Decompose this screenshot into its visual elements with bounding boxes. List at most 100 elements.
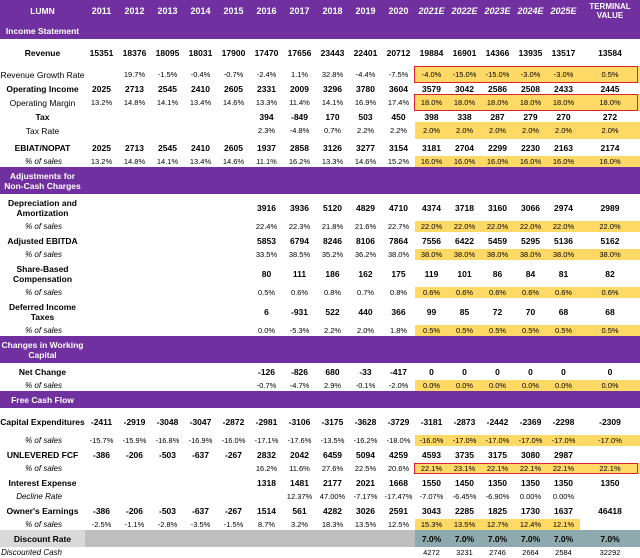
table-cell: 17470	[254, 47, 279, 58]
table-cell: 3126	[323, 142, 342, 153]
table-cell: -16.8%	[155, 436, 180, 445]
table-cell: -15.0%	[481, 66, 514, 83]
table-cell	[118, 221, 151, 232]
table-cell: 22.0%	[547, 221, 580, 232]
table-cell: 4282	[323, 505, 342, 516]
table-cell: 2410	[191, 83, 210, 94]
terminal-value-cell	[580, 519, 640, 530]
table-cell	[85, 194, 118, 221]
row-label: Depreciation and Amortization	[8, 197, 77, 218]
table-cell: 1514	[257, 505, 276, 516]
ticker-label: LUMN	[0, 0, 85, 22]
table-cell: 16.2%	[288, 157, 311, 166]
table-cell	[151, 194, 184, 221]
table-cell: 15351	[89, 47, 114, 58]
table-cell	[151, 491, 184, 502]
table-cell: -931	[290, 306, 308, 317]
table-cell: 14.6%	[222, 98, 245, 107]
table-cell	[118, 232, 151, 249]
table-cell: -386	[92, 505, 110, 516]
table-cell: -3048	[156, 416, 179, 427]
table-cell: 3080	[521, 449, 540, 460]
table-cell: 3026	[356, 505, 375, 516]
table-cell: 14.8%	[123, 157, 146, 166]
table-cell: 12.4%	[514, 519, 547, 530]
table-cell	[184, 491, 217, 502]
table-cell: 84	[525, 268, 536, 279]
table-cell: -3.0%	[514, 66, 547, 83]
table-cell: 32.8%	[321, 70, 344, 79]
table-cell: 7.0%	[547, 530, 580, 547]
table-cell	[217, 530, 250, 547]
terminal-value-cell: 0.5%	[580, 66, 640, 83]
table-row-3: Operating Income 2025 2713 2545 2410 2605 2331…	[0, 83, 640, 94]
table-cell: 1350	[554, 477, 573, 488]
table-cell: 21.8%	[321, 222, 344, 231]
table-cell: 85	[459, 306, 470, 317]
table-cell	[217, 363, 250, 380]
table-cell: 0.00%	[552, 492, 575, 501]
table-cell: 450	[391, 111, 406, 122]
table-cell: 13.5%	[354, 520, 377, 529]
terminal-value-cell: 38.0%	[580, 249, 640, 260]
table-cell: -15.7%	[89, 436, 114, 445]
table-cell	[118, 249, 151, 260]
table-cell: 22.3%	[288, 222, 311, 231]
table-cell: 17656	[287, 47, 312, 58]
table-cell: 1730	[521, 505, 540, 516]
year-header-2019: 2019	[355, 6, 376, 16]
terminal-value-cell: 68	[605, 306, 615, 317]
table-cell: 7.0%	[514, 530, 547, 547]
table-cell: 22.0%	[448, 221, 481, 232]
table-cell: 3604	[389, 83, 408, 94]
table-cell: 503	[358, 111, 373, 122]
table-row-29: % of sales -2.5% -1.1% -2.8% -3.5% -1.5% 8.7% 3…	[0, 519, 640, 530]
table-cell	[217, 221, 250, 232]
table-cell: 7556	[422, 235, 441, 246]
section-header-0: Income Statement	[0, 22, 640, 39]
table-cell: 2.2%	[356, 126, 375, 135]
terminal-value-cell: 0	[607, 366, 613, 377]
terminal-value-cell: 2.0%	[580, 122, 640, 139]
table-cell: 18095	[155, 47, 180, 58]
table-cell: 3043	[422, 505, 441, 516]
table-cell: -15.0%	[448, 66, 481, 83]
table-cell: 16.9%	[354, 98, 377, 107]
table-cell: 20712	[386, 47, 411, 58]
table-cell: -17.0%	[547, 435, 580, 446]
table-cell: 12.7%	[481, 519, 514, 530]
table-cell: 14.1%	[156, 98, 179, 107]
table-cell: 2285	[455, 505, 474, 516]
table-cell	[151, 122, 184, 139]
table-cell: -3106	[288, 416, 311, 427]
table-cell	[316, 547, 349, 558]
table-cell	[85, 491, 118, 502]
table-cell	[184, 363, 217, 380]
table-cell: 287	[490, 111, 505, 122]
table-cell: 2974	[554, 202, 573, 213]
table-row-24: UNLEVERED FCF -386 -206 -503 -637 -267 2832 204…	[0, 446, 640, 463]
table-cell: 16.2%	[255, 464, 278, 473]
table-cell: -4.8%	[289, 126, 310, 135]
table-cell: -15.9%	[122, 436, 147, 445]
table-cell: 4374	[422, 202, 441, 213]
table-cell: 2584	[555, 548, 572, 557]
table-cell: -0.7%	[256, 381, 277, 390]
table-cell: 2508	[521, 83, 540, 94]
row-label: Discount Rate	[0, 530, 85, 547]
table-cell	[118, 491, 151, 502]
table-cell: 38.0%	[387, 250, 410, 259]
table-cell	[217, 122, 250, 139]
table-cell: 2746	[489, 548, 506, 557]
table-cell	[85, 380, 118, 391]
table-cell: -2.8%	[157, 520, 178, 529]
row-label: Capital Expenditures	[0, 416, 85, 427]
year-header-2016: 2016	[256, 6, 277, 16]
table-cell: 13.2%	[90, 98, 113, 107]
table-cell: 47.00%	[319, 492, 346, 501]
table-cell: 86	[492, 268, 503, 279]
table-row-27: Decline Rate 12.37% 47.00% -7.17% -17.47% -7.…	[0, 491, 640, 502]
table-cell: 22.1%	[547, 463, 580, 474]
table-cell: 3175	[488, 449, 507, 460]
row-label: % of sales	[25, 463, 62, 473]
